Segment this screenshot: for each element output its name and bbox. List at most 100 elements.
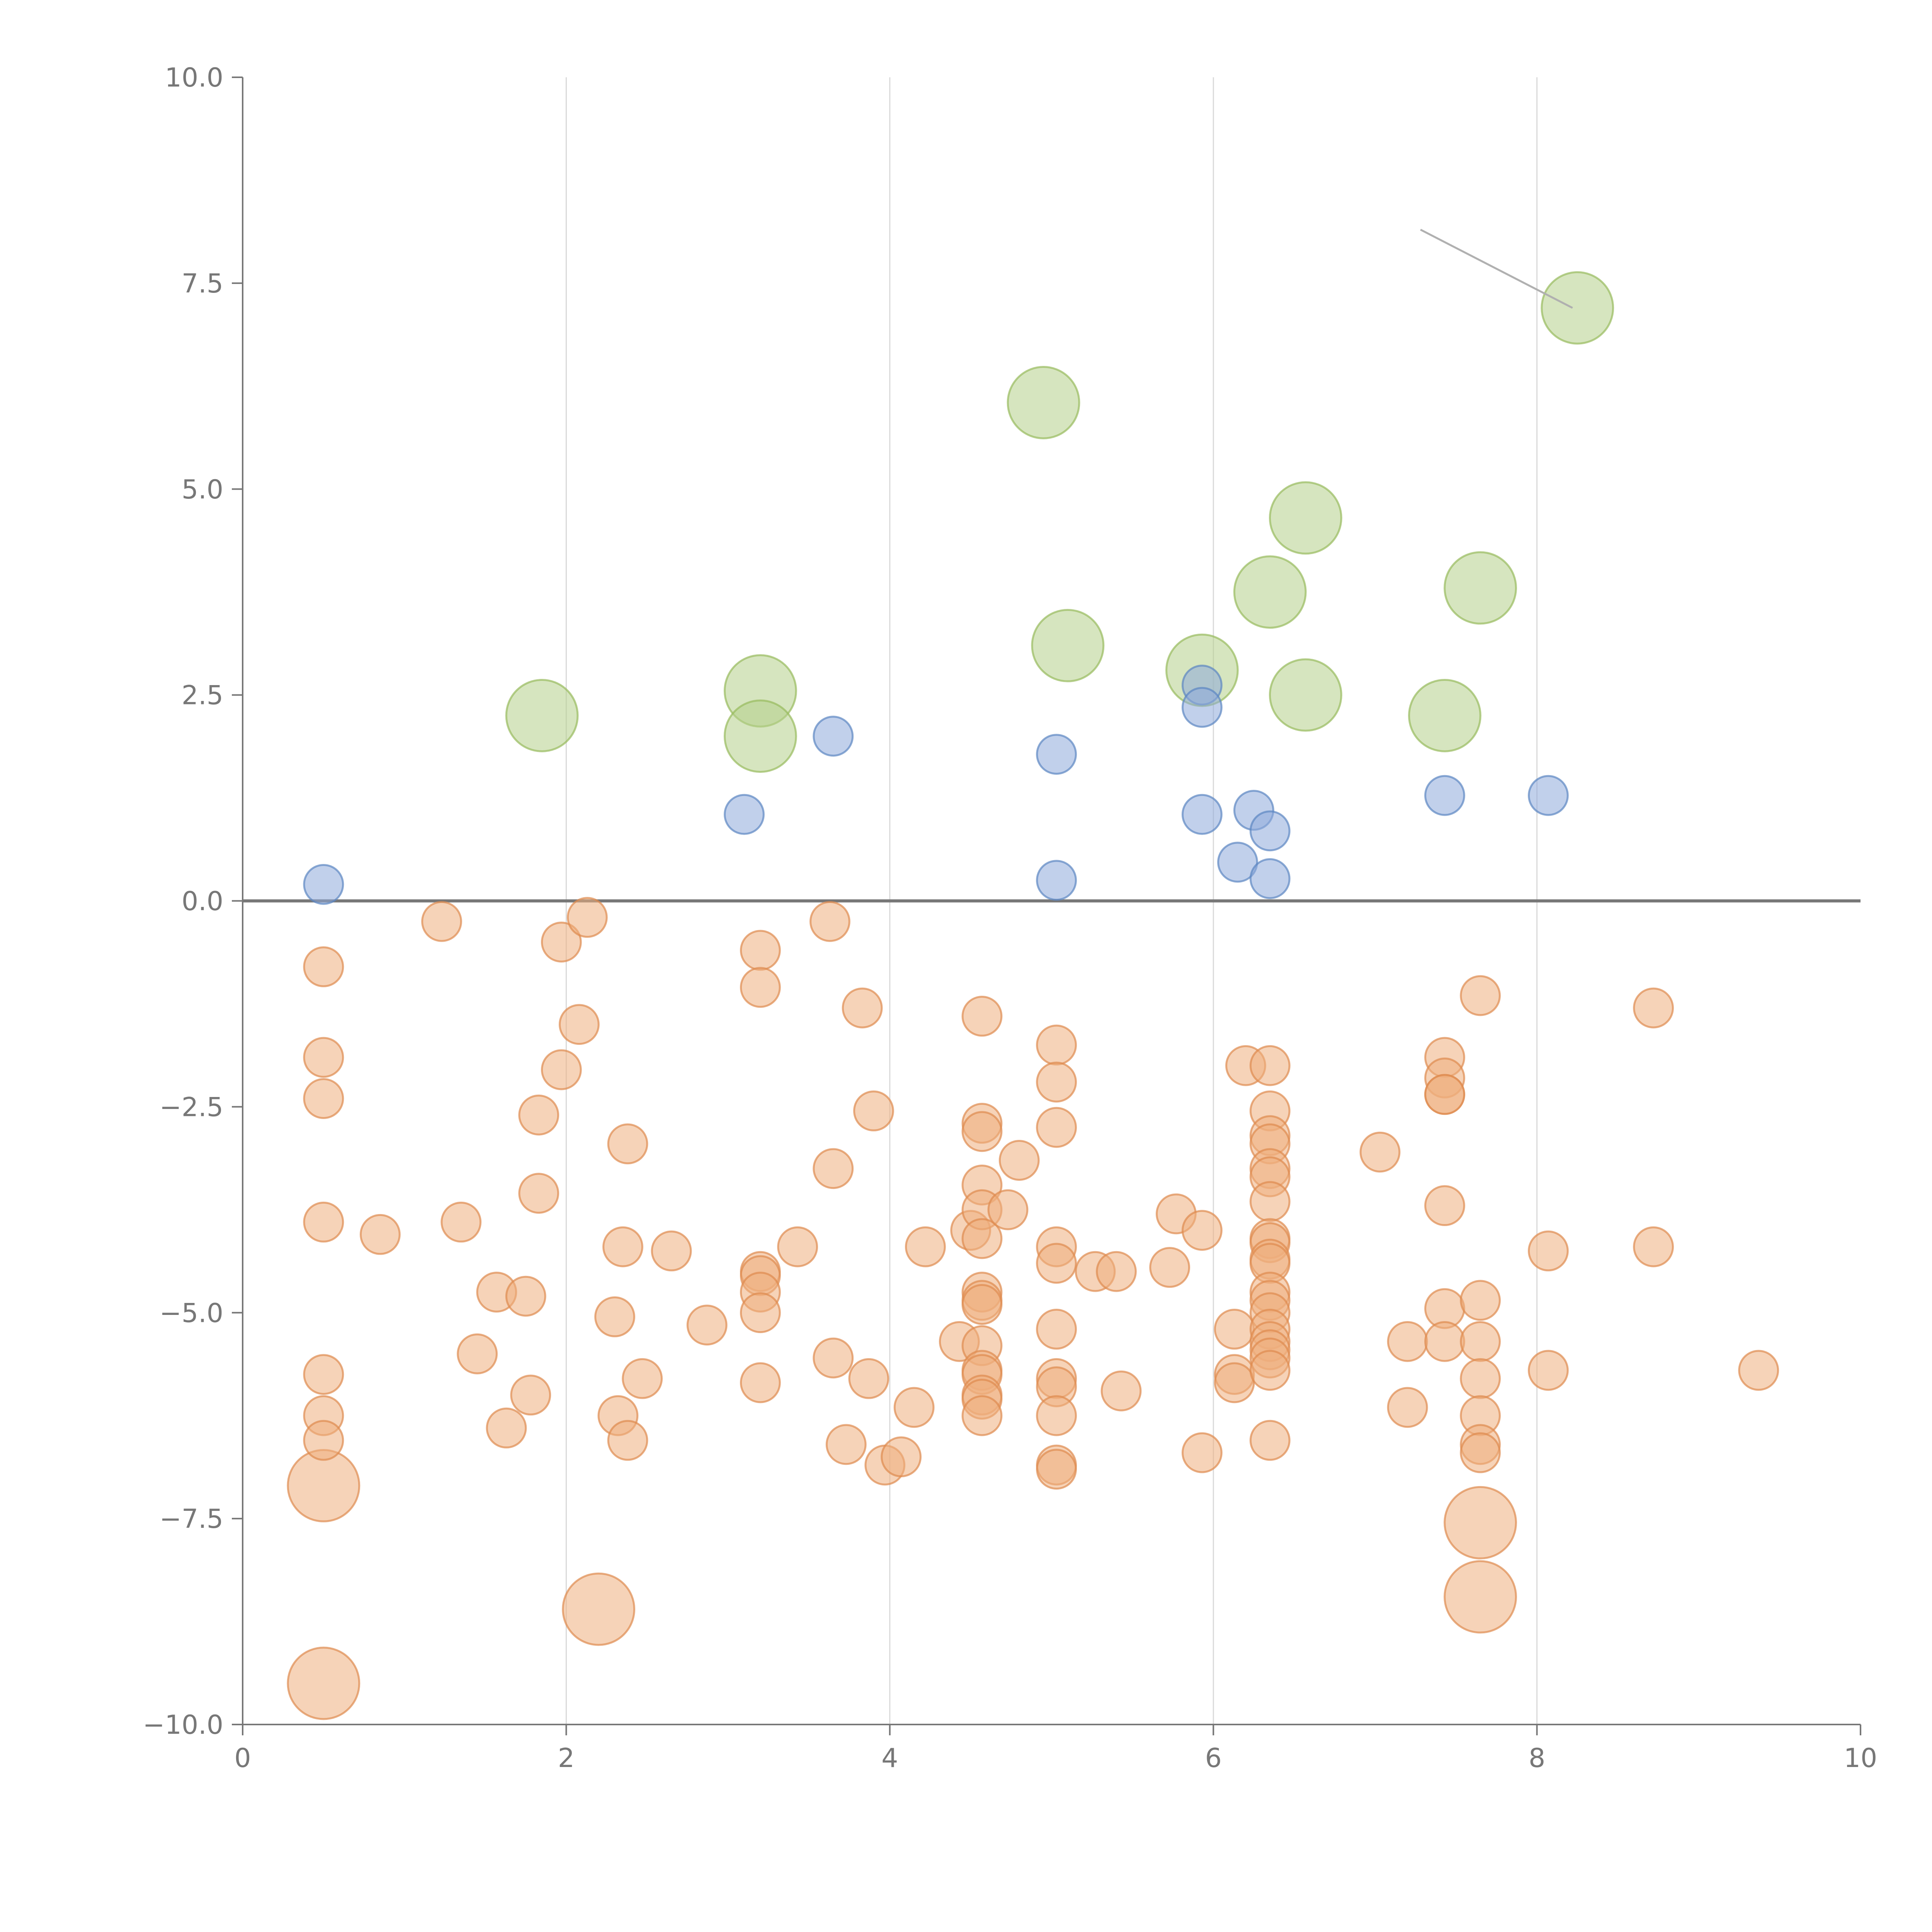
orange-point	[541, 1049, 582, 1090]
y-tick-label: −2.5	[160, 1092, 223, 1122]
x-tick-label: 8	[1529, 1743, 1545, 1774]
y-tick-label: 0.0	[182, 886, 223, 917]
green-point	[1233, 555, 1307, 629]
orange-point	[566, 897, 608, 938]
x-tick-label: 0	[234, 1743, 251, 1774]
blue-point	[1181, 794, 1223, 835]
orange-point	[1036, 1061, 1077, 1103]
orange-point	[998, 1140, 1040, 1181]
orange-large-point	[287, 1646, 361, 1720]
orange-point	[1214, 1362, 1255, 1403]
orange-point	[1249, 1350, 1291, 1391]
orange-point	[303, 1354, 344, 1395]
annotation-leader-line	[1420, 229, 1573, 309]
orange-point	[1096, 1251, 1137, 1292]
orange-point	[1738, 1350, 1779, 1391]
orange-point	[813, 1148, 854, 1189]
orange-point	[1424, 1321, 1465, 1362]
orange-point	[1424, 1074, 1465, 1115]
orange-point	[1181, 1432, 1223, 1473]
orange-point	[1036, 1395, 1077, 1436]
blue-point	[724, 794, 765, 835]
orange-point	[1460, 975, 1501, 1016]
blue-point	[1036, 860, 1077, 901]
orange-point	[457, 1333, 498, 1374]
orange-point	[1181, 1210, 1223, 1251]
orange-point	[421, 901, 462, 942]
orange-point	[440, 1201, 482, 1243]
orange-point	[1387, 1387, 1428, 1428]
green-point	[505, 679, 579, 752]
blue-point	[813, 716, 854, 757]
y-tick-label: 10.0	[165, 63, 223, 93]
orange-point	[1249, 1181, 1291, 1222]
green-point	[1269, 481, 1342, 555]
orange-point	[987, 1189, 1029, 1230]
green-point	[1408, 679, 1481, 752]
y-tick-label: 7.5	[182, 269, 223, 299]
orange-point	[1036, 1308, 1077, 1350]
x-tick-label: 6	[1205, 1743, 1222, 1774]
green-point	[723, 699, 797, 773]
blue-point	[1424, 775, 1465, 816]
x-tick-label: 10	[1844, 1743, 1878, 1774]
orange-point	[1036, 1243, 1077, 1284]
orange-point	[486, 1407, 527, 1449]
orange-point	[607, 1123, 648, 1165]
orange-point	[961, 1395, 1003, 1436]
axes: 10.0 7.5 5.0 2.5 0.0 −2.5 −5.0 −7.5 −10.0 0 2 4 6 8 10	[143, 63, 1878, 1774]
orange-point	[1424, 1185, 1465, 1226]
orange-point	[1528, 1350, 1569, 1391]
orange-point	[602, 1226, 643, 1267]
orange-point	[740, 1362, 781, 1403]
orange-point	[607, 1420, 648, 1461]
orange-point	[594, 1296, 635, 1337]
orange-large-point	[562, 1572, 636, 1646]
y-tick-label: 5.0	[182, 474, 223, 505]
green-point	[1007, 366, 1080, 439]
x-tick-label: 2	[558, 1743, 575, 1774]
orange-point	[740, 930, 781, 971]
green-point	[1269, 658, 1342, 732]
orange-point	[510, 1374, 551, 1416]
orange-point	[303, 1037, 344, 1078]
green-point	[1444, 551, 1517, 625]
orange-point	[1460, 1280, 1501, 1321]
orange-point	[518, 1094, 560, 1136]
orange-point	[1036, 1449, 1077, 1490]
blue-point	[1036, 734, 1077, 775]
orange-point	[881, 1436, 922, 1478]
blue-point	[1249, 858, 1291, 899]
orange-point	[303, 1201, 344, 1243]
data-points	[287, 271, 1779, 1720]
orange-point	[541, 922, 582, 963]
y-tick-label: −5.0	[160, 1298, 223, 1328]
orange-point	[1249, 1420, 1291, 1461]
orange-point	[961, 1111, 1003, 1152]
orange-point	[1036, 1107, 1077, 1148]
orange-point	[740, 967, 781, 1008]
orange-point	[1460, 1358, 1501, 1399]
orange-point	[1633, 1226, 1674, 1267]
orange-point	[558, 1004, 600, 1045]
orange-point	[740, 1292, 781, 1333]
blue-point	[1249, 810, 1291, 852]
orange-point	[1528, 1230, 1569, 1272]
orange-point	[809, 901, 850, 942]
orange-point	[1214, 1308, 1255, 1350]
orange-point	[842, 987, 883, 1029]
orange-point	[622, 1358, 663, 1399]
green-point	[1541, 271, 1614, 345]
orange-point	[1387, 1321, 1428, 1362]
orange-point	[777, 1226, 818, 1267]
blue-point	[1217, 842, 1258, 883]
orange-point	[1036, 1024, 1077, 1066]
y-tick-label: −7.5	[160, 1504, 223, 1534]
y-tick-label: 2.5	[182, 680, 223, 711]
orange-point	[1359, 1131, 1401, 1173]
orange-point	[905, 1226, 946, 1267]
orange-point	[961, 1284, 1003, 1325]
orange-point	[303, 1078, 344, 1119]
blue-point	[1181, 687, 1223, 728]
